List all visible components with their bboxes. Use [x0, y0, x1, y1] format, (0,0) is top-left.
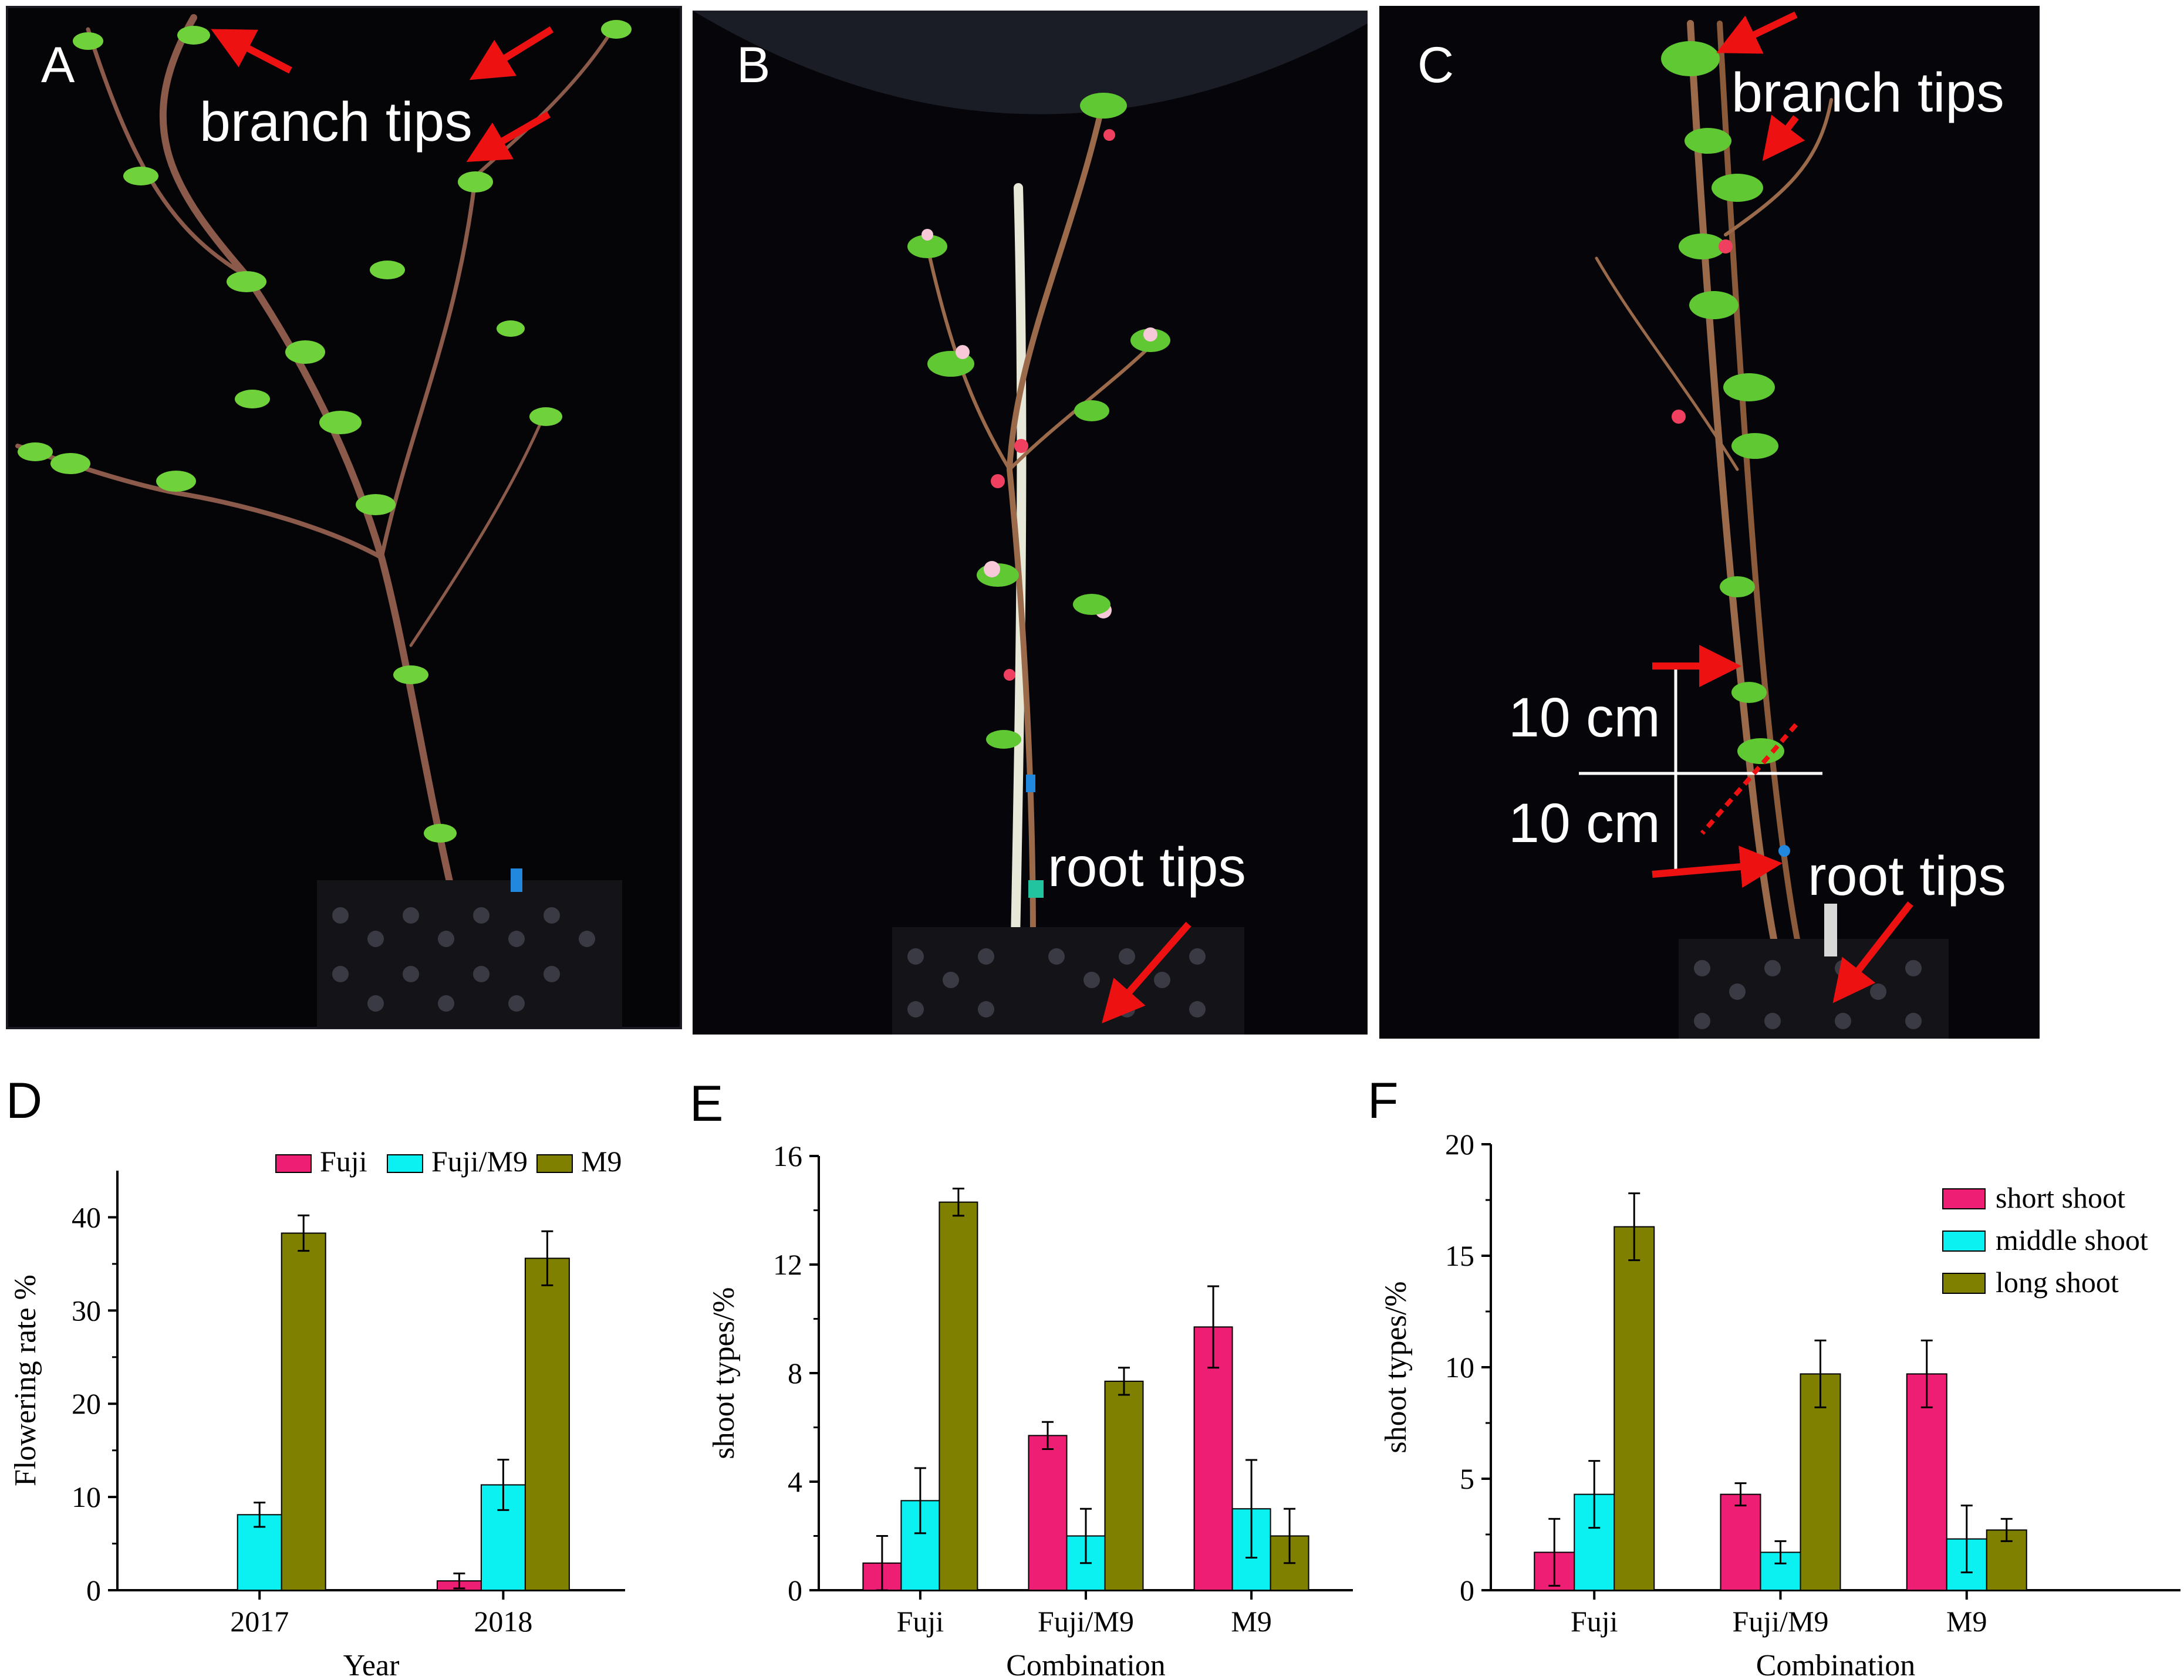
panel-letter-d: D: [6, 1073, 42, 1129]
y-tick-label: 0: [1460, 1574, 1474, 1607]
y-tick-label: 5: [1460, 1462, 1474, 1495]
panel-letter-b: B: [737, 37, 770, 93]
y-tick-label: 40: [72, 1201, 101, 1233]
y-axis-title: Flowering rate %: [9, 1275, 42, 1486]
panel-letter-e: E: [690, 1076, 723, 1132]
photo-a-background: [7, 7, 681, 1028]
x-tick-label: M9: [1231, 1605, 1271, 1638]
scale-label-upper: 10 cm: [1508, 687, 1660, 749]
blossoms-b: [907, 93, 1170, 749]
y-tick-label: 16: [773, 1140, 802, 1172]
bar-m9: [281, 1232, 326, 1591]
x-axis-title: Combination: [1756, 1649, 1916, 1680]
legend-label: Fuji/M9: [431, 1145, 528, 1178]
legend-label: Fuji: [320, 1145, 367, 1178]
x-tick-label: 2017: [230, 1605, 289, 1638]
y-tick-label: 8: [788, 1357, 802, 1390]
y-tick-label: 12: [773, 1248, 802, 1281]
chart-f: 0 5 10 15 20 Fuji Fuji/M9 M9 Combination shoot ty…: [1379, 1128, 2180, 1680]
y-tick-label: 15: [1445, 1239, 1474, 1272]
bar-long-shoot: [1104, 1380, 1144, 1591]
bar-short-shoot: [1028, 1435, 1068, 1591]
legend-swatch: [387, 1154, 423, 1173]
bar-long-shoot: [939, 1201, 978, 1591]
y-tick-label: 4: [788, 1465, 802, 1498]
panel-letter-f: F: [1368, 1073, 1399, 1129]
x-tick-label: Fuji: [897, 1605, 944, 1638]
cut-line-c: [1700, 723, 1798, 835]
legend-swatch: [1942, 1231, 1986, 1252]
bar-short-shoot: [1906, 1373, 1947, 1591]
y-tick-label: 0: [86, 1574, 101, 1607]
legend-label: middle shoot: [1996, 1223, 2148, 1256]
arrows-c: [1652, 11, 1913, 1003]
x-tick-label: Fuji/M9: [1733, 1605, 1829, 1638]
y-axis-title: shoot types/%: [707, 1287, 741, 1459]
legend-swatch: [275, 1154, 312, 1173]
scale-bar-c: [1579, 666, 1822, 874]
photo-panel-b: B root tips: [693, 11, 1368, 1035]
leaves-c: [1661, 41, 1790, 857]
legend-swatch: [1942, 1188, 1986, 1209]
scale-label-lower: 10 cm: [1508, 792, 1660, 854]
y-axis-title: shoot types/%: [1379, 1281, 1413, 1453]
photo-panel-c: C branch tips root tips 10 cm 10 cm: [1379, 6, 2040, 1039]
x-tick-label: Fuji: [1571, 1605, 1618, 1638]
pot-a: [317, 868, 622, 1028]
panel-letter-c: C: [1417, 37, 1454, 93]
legend-label: long shoot: [1996, 1266, 2119, 1299]
x-tick-label: Fuji/M9: [1038, 1605, 1134, 1638]
bar-m9: [524, 1258, 570, 1591]
legend-swatch: [1942, 1273, 1986, 1294]
panel-letter-a: A: [41, 37, 75, 93]
root-tips-label-c: root tips: [1808, 845, 2006, 907]
legend-swatch: [536, 1154, 573, 1173]
y-tick-label: 0: [788, 1574, 802, 1607]
y-tick-label: 20: [72, 1387, 101, 1420]
legend-label: short shoot: [1996, 1181, 2125, 1214]
y-tick-label: 10: [72, 1480, 101, 1513]
chart-e: 0 4 8 12 16 Fuji Fuji/M9 M9 Combination shoot typ…: [707, 1140, 1353, 1680]
pot-b: [892, 775, 1244, 1035]
bar-long-shoot: [1613, 1226, 1655, 1591]
arrows-a: [211, 26, 554, 162]
x-axis-title: Year: [343, 1649, 400, 1680]
root-tips-label-b: root tips: [1048, 836, 1246, 898]
x-tick-label: 2018: [474, 1605, 532, 1638]
leaves-a: [18, 20, 632, 843]
x-tick-label: M9: [1946, 1605, 1987, 1638]
y-tick-label: 10: [1445, 1351, 1474, 1384]
y-tick-label: 30: [72, 1294, 101, 1327]
chart-d: 0 10 20 30 40 2017 2018 Year Flowering rate % Fuj…: [9, 1145, 625, 1680]
branch-tips-label-a: branch tips: [200, 91, 472, 153]
bar-short-shoot: [1720, 1493, 1761, 1591]
bar-short-shoot: [1193, 1326, 1233, 1591]
arrows-b: [1102, 922, 1191, 1024]
photo-panel-a: A branch tips: [6, 6, 682, 1029]
y-tick-label: 20: [1445, 1128, 1474, 1161]
x-axis-title: Combination: [1006, 1649, 1166, 1680]
legend-label: M9: [581, 1145, 622, 1178]
branch-tips-label-c: branch tips: [1731, 62, 2004, 124]
